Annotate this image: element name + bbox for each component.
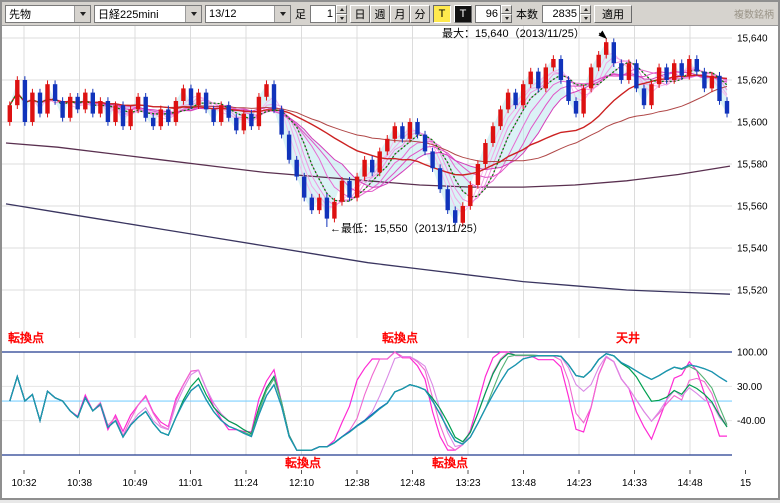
- price-tick-label: 15,580: [737, 160, 768, 171]
- dropdown-button[interactable]: [274, 5, 290, 22]
- turning-point-label: 天井: [616, 330, 640, 345]
- period-month-button[interactable]: 月: [390, 4, 410, 23]
- chart-area: 15,640 15,620 15,600 15,580 15,560 15,540 15,5…: [2, 26, 778, 498]
- chevron-down-icon: [279, 11, 286, 16]
- symbol-select[interactable]: 日経225mini: [94, 4, 202, 23]
- period-minute-button[interactable]: 分: [410, 4, 430, 23]
- instrument-select-value: 先物: [9, 8, 31, 21]
- time-tick-label: 14:33: [622, 478, 647, 489]
- period-day-button[interactable]: 日: [350, 4, 370, 23]
- time-tick-label: 13:23: [455, 478, 480, 489]
- time-tick-label: 12:48: [400, 478, 425, 489]
- oscillator-tick-label: 30.00: [737, 382, 762, 393]
- time-tick-label: 10:49: [122, 478, 147, 489]
- chart-annotations: 最大：15,640（2013/11/25） ←最低：15,550（2013/11/…: [330, 26, 607, 235]
- max-annotation: 最大：15,640（2013/11/25）: [442, 26, 585, 40]
- contract-select-value: 13/12: [209, 7, 237, 20]
- total-bars-value[interactable]: 2835: [542, 4, 580, 23]
- turning-point-label: 転換点: [8, 330, 44, 345]
- triangle-down-icon: [339, 16, 344, 20]
- price-chart: 15,640 15,620 15,600 15,580 15,560 15,540 15,5…: [2, 26, 768, 489]
- time-tick-label: 12:10: [289, 478, 314, 489]
- candles-layer: [7, 38, 730, 227]
- time-tick-label: 10:38: [67, 478, 92, 489]
- triangle-up-icon: [504, 7, 509, 11]
- count-label: 本数: [516, 8, 538, 21]
- triangle-down-icon: [583, 16, 588, 20]
- dropdown-button[interactable]: [74, 5, 90, 22]
- triangle-down-icon: [504, 16, 509, 20]
- period-button-group: 日 週 月 分: [350, 4, 430, 23]
- toolbar: 先物 日経225mini 13/12 足 1 日 週 月 分 T T: [2, 2, 778, 26]
- time-tick-label: 13:48: [511, 478, 536, 489]
- price-tick-label: 15,540: [737, 244, 768, 255]
- spin-up-button[interactable]: [580, 4, 591, 14]
- spin-up-button[interactable]: [336, 4, 347, 14]
- bar-type-label: 足: [295, 8, 306, 21]
- time-tick-label: 12:38: [344, 478, 369, 489]
- turning-point-label: 転換点: [432, 455, 468, 470]
- tick-button-selected[interactable]: T: [433, 4, 451, 23]
- oscillator-tick-label: 100.00: [737, 348, 768, 359]
- symbol-select-value: 日経225mini: [98, 8, 159, 21]
- spin-down-button[interactable]: [336, 13, 347, 23]
- time-tick-label: 10:32: [11, 478, 36, 489]
- triangle-up-icon: [583, 7, 588, 11]
- price-axis-labels: 15,640 15,620 15,600 15,580 15,560 15,540 15,5…: [737, 34, 768, 297]
- time-tick-label: 15: [740, 478, 752, 489]
- multi-symbol-note: 複数銘柄: [734, 10, 774, 21]
- turning-point-label: 転換点: [285, 455, 321, 470]
- turning-point-label: 転換点: [382, 330, 418, 345]
- count-value[interactable]: 96: [475, 4, 501, 23]
- oscillator-tick-label: -40.00: [737, 416, 766, 427]
- spin-up-button[interactable]: [501, 4, 512, 14]
- triangle-up-icon: [339, 7, 344, 11]
- period-week-button[interactable]: 週: [370, 4, 390, 23]
- apply-button[interactable]: 適用: [594, 4, 632, 23]
- chevron-down-icon: [79, 11, 86, 16]
- price-tick-label: 15,640: [737, 34, 768, 45]
- time-tick-label: 14:48: [677, 478, 702, 489]
- tick-button-dark[interactable]: T: [454, 4, 472, 23]
- contract-select[interactable]: 13/12: [205, 4, 291, 23]
- interval-stepper[interactable]: 1: [310, 4, 347, 23]
- spin-down-button[interactable]: [580, 13, 591, 23]
- time-tick-label: 14:23: [566, 478, 591, 489]
- price-tick-label: 15,520: [737, 286, 768, 297]
- price-tick-label: 15,560: [737, 202, 768, 213]
- time-axis-labels: 10:32 10:38 10:49 11:01 11:24 12:10 12:38 12:48…: [11, 470, 751, 489]
- chevron-down-icon: [190, 11, 197, 16]
- count-stepper[interactable]: 96: [475, 4, 512, 23]
- gridlines-layer: [2, 26, 732, 455]
- spin-down-button[interactable]: [501, 13, 512, 23]
- price-tick-label: 15,620: [737, 76, 768, 87]
- total-bars-stepper[interactable]: 2835: [542, 4, 591, 23]
- price-tick-label: 15,600: [737, 118, 768, 129]
- instrument-select[interactable]: 先物: [5, 4, 91, 23]
- dropdown-button[interactable]: [185, 5, 201, 22]
- min-annotation: ←最低：15,550（2013/11/25）: [330, 222, 484, 235]
- time-tick-label: 11:24: [234, 478, 259, 489]
- time-tick-label: 11:01: [178, 478, 203, 489]
- oscillator-layer: [2, 351, 732, 456]
- interval-value[interactable]: 1: [310, 4, 336, 23]
- oscillator-axis-labels: 100.00 30.00 -40.00: [737, 348, 768, 428]
